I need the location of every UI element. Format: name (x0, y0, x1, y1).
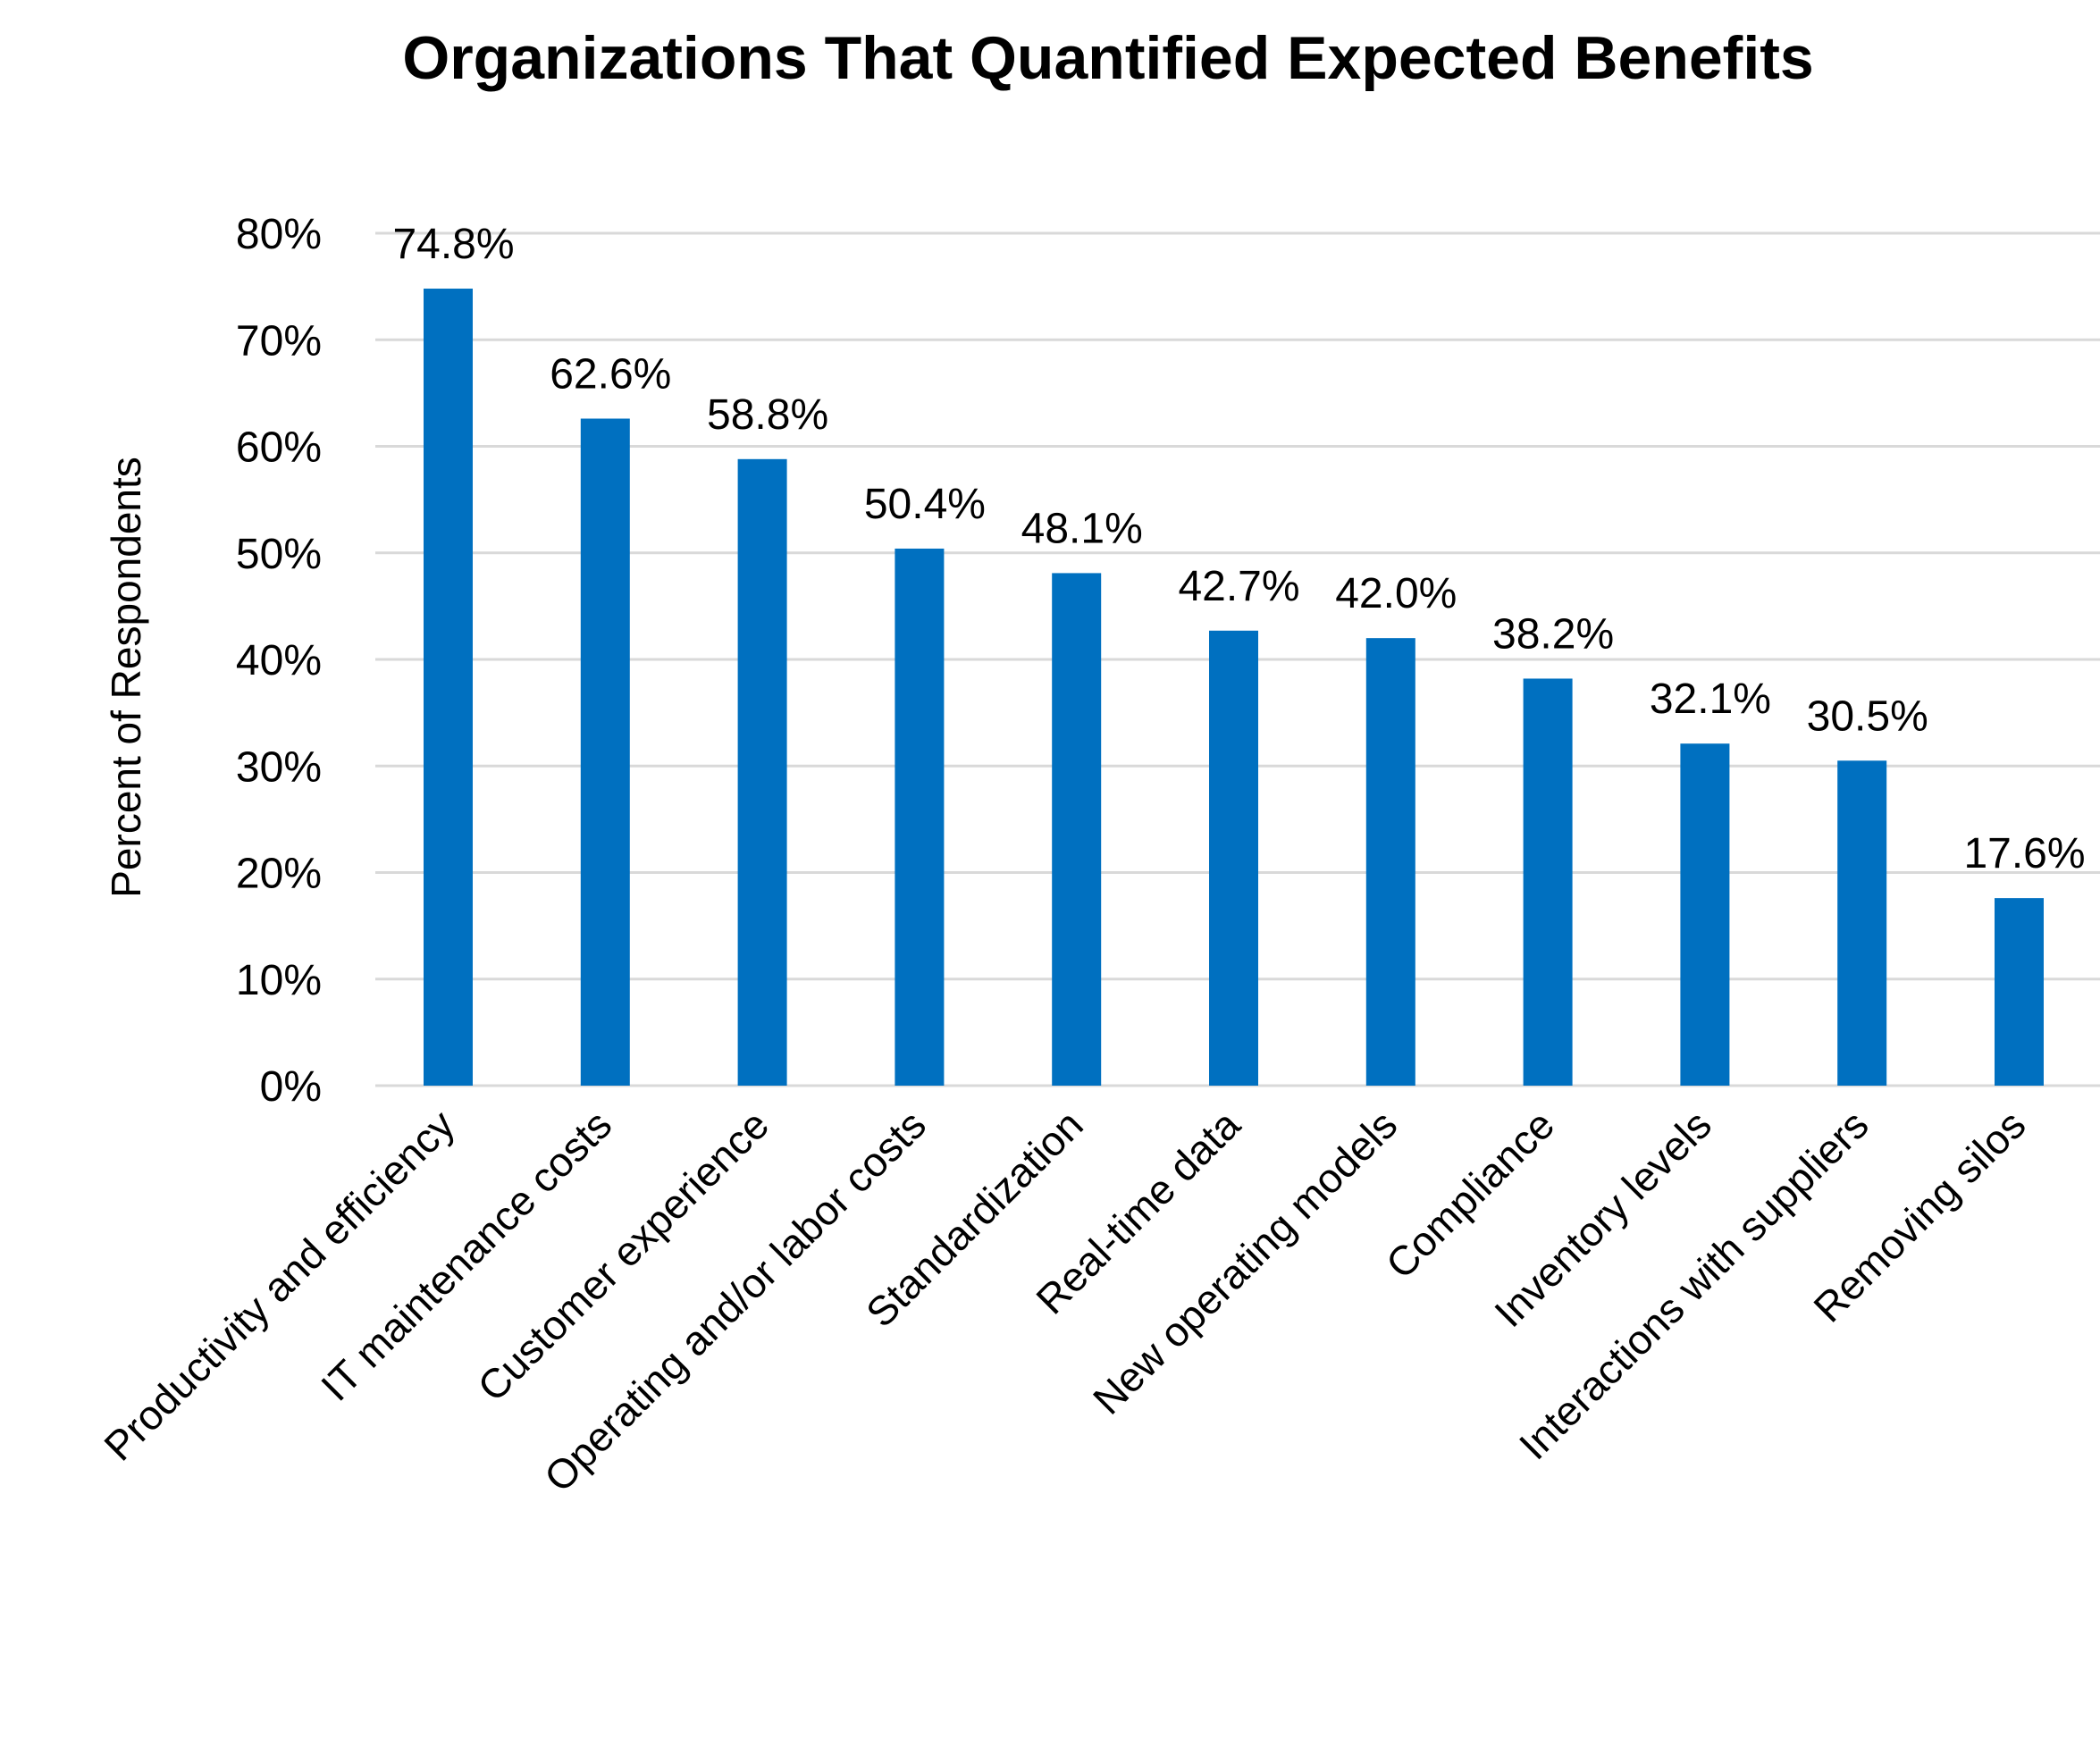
bar (737, 458, 787, 1086)
bar (1837, 760, 1887, 1086)
y-tick-label: 10% (236, 957, 322, 1004)
data-labels: 74.8% 62.6% 58.8% 50.4% 48.1% 42.7% 42.0% 38.2%… (392, 221, 2085, 877)
y-tick-label: 80% (236, 211, 322, 258)
data-label: 17.6% (1963, 830, 2085, 877)
bar (424, 289, 473, 1086)
data-label: 42.7% (1178, 563, 1299, 610)
data-label: 42.0% (1335, 570, 1457, 617)
y-tick-label: 30% (236, 743, 322, 791)
y-tick-label: 0% (260, 1063, 322, 1111)
bar (580, 418, 630, 1086)
bar (895, 548, 945, 1086)
bar (1523, 678, 1573, 1086)
bar (1052, 573, 1102, 1086)
y-axis-title: Percent of Respondents (103, 457, 149, 898)
x-tick-label: New operating models (1084, 1101, 1406, 1423)
data-label: 38.2% (1492, 610, 1614, 658)
x-tick-label: IT maintenance costs (312, 1101, 620, 1409)
data-label: 30.5% (1807, 692, 1928, 740)
data-label: 50.4% (864, 481, 986, 528)
data-label: 62.6% (550, 350, 671, 398)
data-label: 48.1% (1021, 505, 1143, 552)
data-label: 32.1% (1650, 676, 1771, 723)
bars (424, 289, 2044, 1086)
data-label: 58.8% (707, 391, 828, 439)
bar (1209, 630, 1258, 1086)
x-tick-label: Customer experience (468, 1101, 777, 1410)
y-axis-ticks: 0% 10% 20% 30% 40% 50% 60% 70% 80% (236, 211, 322, 1111)
y-tick-label: 50% (236, 531, 322, 578)
y-tick-label: 70% (236, 317, 322, 365)
y-tick-label: 40% (236, 637, 322, 684)
bar (1365, 638, 1415, 1086)
y-tick-label: 20% (236, 851, 322, 898)
bar (1995, 898, 2044, 1086)
data-label: 74.8% (392, 221, 514, 268)
chart-title: Organizations That Quantified Expected B… (402, 24, 1813, 92)
bar (1680, 743, 1730, 1086)
y-tick-label: 60% (236, 424, 322, 472)
